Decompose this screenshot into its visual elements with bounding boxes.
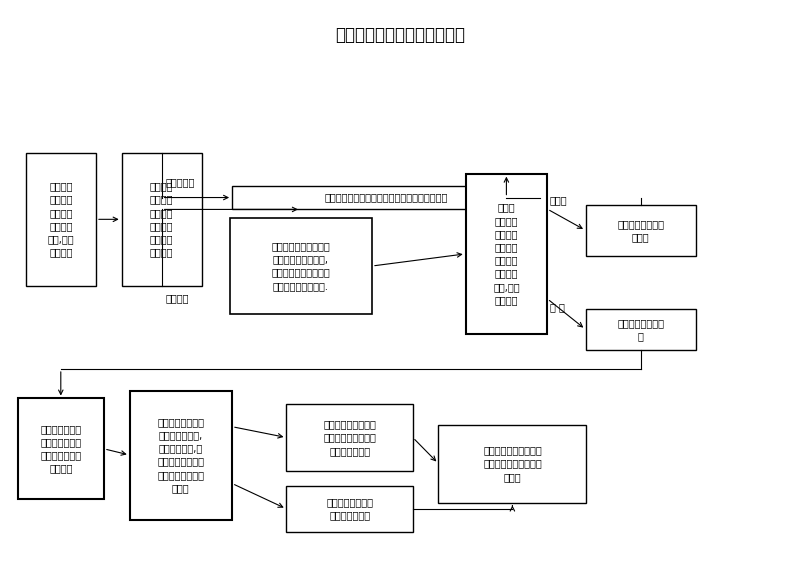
Text: 工程管理
部门对施
工单位编
制的工程
结算资料
进行初审: 工程管理 部门对施 工单位编 制的工程 结算资料 进行初审 [150, 181, 174, 258]
Bar [232, 186, 540, 209]
Text: 社会中介机构出具
审计征求意见稿,
征求各方意见,在
各方同意后再出具
审计报告和开审计
报告单: 社会中介机构出具 审计征求意见稿, 征求各方意见,在 各方同意后再出具 审计报告… [158, 417, 204, 493]
Text: 符 合: 符 合 [550, 302, 565, 312]
Text: 工程管理部门初审后将
全部资料送交财务科,
同时以书面形式提交初
审过程中发现的问题.: 工程管理部门初审后将 全部资料送交财务科, 同时以书面形式提交初 审过程中发现的… [271, 241, 330, 291]
Bar [230, 218, 372, 314]
Bar [586, 309, 696, 350]
Bar [130, 391, 232, 520]
Text: 由审计人员登记接
收: 由审计人员登记接 收 [618, 318, 664, 341]
Text: 工程管理部门凭审计报
告和审计报告单办理财
务结算: 工程管理部门凭审计报 告和审计报告单办理财 务结算 [483, 445, 542, 482]
Text: 审计报告留底、登
记、存档和归档: 审计报告留底、登 记、存档和归档 [326, 498, 373, 520]
Text: 由工程管理部门补
充完善: 由工程管理部门补 充完善 [618, 219, 664, 242]
Bar [122, 153, 202, 286]
Text: 不符合: 不符合 [550, 195, 567, 205]
Text: 工程管理
部门组织
相关部门
进行工程
验收,备齐
送审资料: 工程管理 部门组织 相关部门 进行工程 验收,备齐 送审资料 [47, 181, 74, 258]
Bar [286, 404, 413, 471]
Text: 初审不通过: 初审不通过 [166, 177, 195, 187]
Text: 社会中介机构在
规定时间内实施
审计、工程管理
部门配合: 社会中介机构在 规定时间内实施 审计、工程管理 部门配合 [40, 424, 82, 474]
Text: 工程管理部门签字领
取审计报告、审计报
告单和送审资料: 工程管理部门签字领 取审计报告、审计报 告单和送审资料 [323, 419, 376, 456]
Text: 财务科
（社会中
介机构）
审计人员
检查送交
资料是否
齐全,是否
符合要求: 财务科 （社会中 介机构） 审计人员 检查送交 资料是否 齐全,是否 符合要求 [493, 203, 520, 305]
Text: 建设工程竣工结算审计流程图: 建设工程竣工结算审计流程图 [335, 26, 465, 44]
Bar [26, 153, 96, 286]
Bar [586, 205, 696, 256]
Text: 初审通过: 初审通过 [166, 293, 189, 303]
Bar [438, 424, 586, 503]
Bar [18, 398, 104, 499]
Bar [466, 174, 547, 334]
Bar [286, 486, 413, 532]
Text: 退回施工单位修改重做或工程管理部门修改纠正: 退回施工单位修改重做或工程管理部门修改纠正 [324, 192, 448, 203]
